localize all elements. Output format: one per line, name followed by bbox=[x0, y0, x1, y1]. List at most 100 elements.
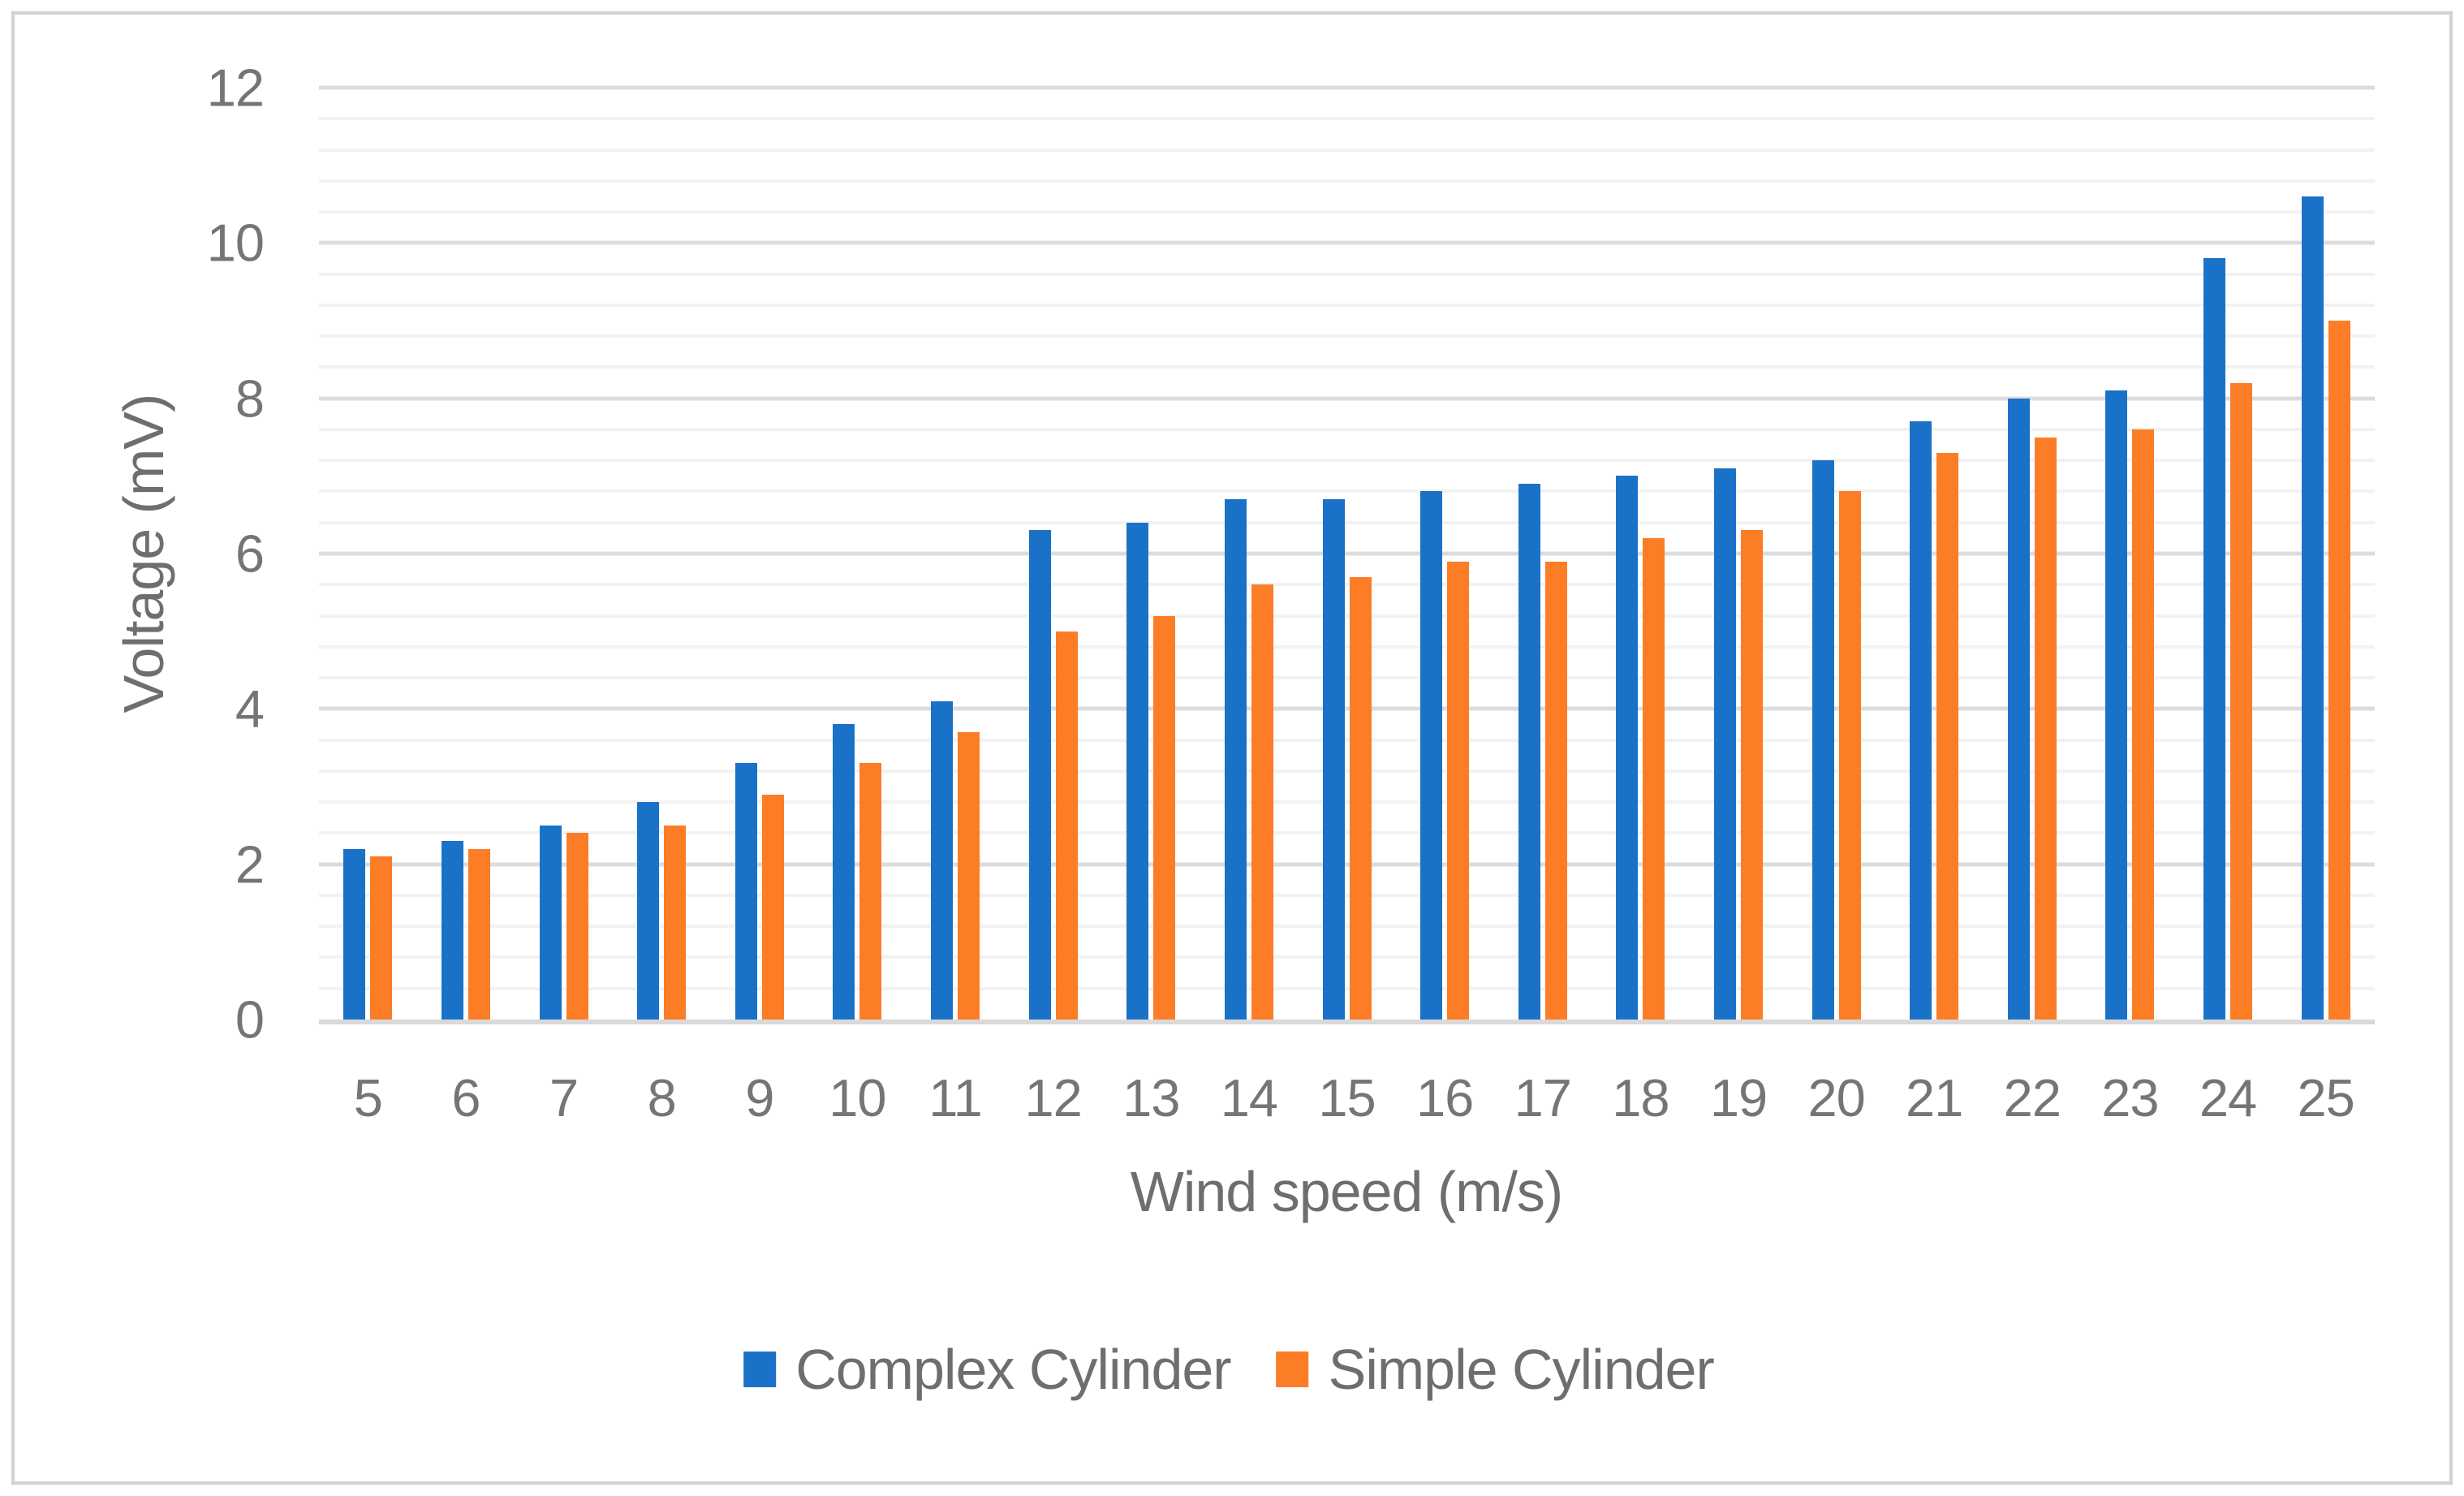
bar-simple-ws5 bbox=[370, 856, 393, 1020]
minor-gridline-9.6 bbox=[319, 272, 2375, 276]
major-gridline-8 bbox=[319, 396, 2375, 401]
bar-complex-ws5 bbox=[343, 848, 366, 1020]
bar-complex-ws11 bbox=[931, 701, 954, 1020]
bar-complex-ws20 bbox=[1811, 460, 1834, 1020]
minor-gridline-8.8 bbox=[319, 334, 2375, 338]
legend-label-simple-cylinder: Simple Cylinder bbox=[1328, 1338, 1715, 1401]
major-gridline-2 bbox=[319, 862, 2375, 867]
chart-border-frame bbox=[11, 11, 2453, 1485]
bar-complex-ws24 bbox=[2203, 258, 2226, 1020]
y-tick-label-2: 2 bbox=[235, 834, 265, 895]
x-tick-label-21: 21 bbox=[1906, 1068, 1963, 1127]
minor-gridline-1.2 bbox=[319, 925, 2375, 929]
minor-gridline-6.4 bbox=[319, 520, 2375, 524]
minor-gridline-6.8 bbox=[319, 489, 2375, 494]
bar-simple-ws6 bbox=[467, 848, 490, 1020]
major-gridline-12 bbox=[319, 85, 2375, 90]
bar-complex-ws14 bbox=[1224, 499, 1247, 1020]
x-tick-label-13: 13 bbox=[1122, 1068, 1180, 1127]
major-gridline-4 bbox=[319, 706, 2375, 711]
bar-simple-ws19 bbox=[1740, 530, 1763, 1020]
bar-simple-ws24 bbox=[2230, 382, 2253, 1020]
legend-item-simple-cylinder: Simple Cylinder bbox=[1276, 1338, 1715, 1401]
minor-gridline-10.8 bbox=[319, 179, 2375, 183]
bar-simple-ws22 bbox=[2034, 437, 2057, 1020]
x-tick-label-23: 23 bbox=[2101, 1068, 2159, 1127]
bar-complex-ws17 bbox=[1518, 483, 1540, 1020]
minor-gridline-5.6 bbox=[319, 583, 2375, 587]
major-gridline-6 bbox=[319, 551, 2375, 556]
y-tick-label-4: 4 bbox=[235, 679, 265, 739]
bar-complex-ws15 bbox=[1322, 499, 1345, 1020]
minor-gridline-0.8 bbox=[319, 955, 2375, 959]
x-tick-label-11: 11 bbox=[928, 1068, 982, 1127]
minor-gridline-7.2 bbox=[319, 459, 2375, 463]
x-tick-label-24: 24 bbox=[2199, 1068, 2257, 1127]
x-tick-label-6: 6 bbox=[451, 1068, 480, 1127]
legend-label-complex-cylinder: Complex Cylinder bbox=[795, 1338, 1231, 1401]
minor-gridline-11.2 bbox=[319, 148, 2375, 152]
minor-gridline-7.6 bbox=[319, 427, 2375, 431]
y-tick-label-12: 12 bbox=[206, 58, 265, 118]
x-tick-label-15: 15 bbox=[1318, 1068, 1376, 1127]
bar-complex-ws25 bbox=[2301, 196, 2324, 1020]
x-tick-label-16: 16 bbox=[1415, 1068, 1474, 1127]
legend: Complex Cylinder Simple Cylinder bbox=[743, 1338, 1715, 1401]
legend-item-complex-cylinder: Complex Cylinder bbox=[743, 1338, 1232, 1401]
major-gridline-10 bbox=[319, 240, 2375, 245]
bar-simple-ws8 bbox=[664, 825, 687, 1020]
bar-simple-ws25 bbox=[2328, 321, 2350, 1020]
y-tick-label-8: 8 bbox=[235, 369, 265, 429]
minor-gridline-9.2 bbox=[319, 303, 2375, 307]
bar-simple-ws7 bbox=[566, 833, 588, 1020]
x-tick-label-9: 9 bbox=[745, 1068, 774, 1127]
x-tick-label-12: 12 bbox=[1024, 1068, 1082, 1127]
x-tick-label-19: 19 bbox=[1709, 1068, 1768, 1127]
x-tick-label-25: 25 bbox=[2297, 1068, 2355, 1127]
bar-simple-ws12 bbox=[1055, 631, 1078, 1020]
minor-gridline-5.2 bbox=[319, 614, 2375, 618]
legend-marker-simple-cylinder bbox=[1276, 1352, 1309, 1387]
minor-gridline-4.8 bbox=[319, 645, 2375, 649]
x-tick-label-17: 17 bbox=[1514, 1068, 1572, 1127]
minor-gridline-11.6 bbox=[319, 117, 2375, 121]
bar-complex-ws13 bbox=[1126, 522, 1149, 1020]
bar-complex-ws16 bbox=[1420, 491, 1443, 1020]
bar-complex-ws23 bbox=[2105, 390, 2128, 1020]
bar-simple-ws11 bbox=[958, 732, 980, 1020]
bar-simple-ws23 bbox=[2132, 429, 2155, 1020]
y-tick-label-6: 6 bbox=[235, 524, 265, 584]
x-tick-label-18: 18 bbox=[1612, 1068, 1669, 1127]
minor-gridline-0.4 bbox=[319, 986, 2375, 990]
bar-complex-ws21 bbox=[1910, 421, 1932, 1020]
bar-complex-ws8 bbox=[637, 802, 660, 1020]
minor-gridline-10.4 bbox=[319, 210, 2375, 214]
minor-gridline-2.8 bbox=[319, 800, 2375, 804]
bar-simple-ws17 bbox=[1544, 561, 1567, 1020]
x-tick-label-7: 7 bbox=[549, 1068, 579, 1127]
minor-gridline-8.4 bbox=[319, 365, 2375, 369]
minor-gridline-3.6 bbox=[319, 738, 2375, 742]
x-axis-title: Wind speed (m/s) bbox=[1130, 1160, 1563, 1223]
bar-simple-ws18 bbox=[1643, 537, 1665, 1020]
bar-simple-ws21 bbox=[1936, 452, 1959, 1020]
bar-simple-ws9 bbox=[761, 794, 784, 1020]
bar-simple-ws14 bbox=[1251, 584, 1273, 1020]
bar-complex-ws12 bbox=[1028, 530, 1051, 1020]
bar-simple-ws20 bbox=[1838, 491, 1861, 1020]
minor-gridline-4.4 bbox=[319, 676, 2375, 680]
bar-complex-ws10 bbox=[833, 724, 855, 1020]
bar-complex-ws7 bbox=[539, 825, 562, 1020]
y-tick-label-10: 10 bbox=[206, 213, 265, 273]
x-tick-label-8: 8 bbox=[647, 1068, 677, 1127]
bar-complex-ws18 bbox=[1616, 476, 1639, 1020]
minor-gridline-2.4 bbox=[319, 831, 2375, 835]
x-tick-label-22: 22 bbox=[2003, 1068, 2061, 1127]
bar-complex-ws6 bbox=[441, 840, 463, 1020]
legend-marker-complex-cylinder bbox=[743, 1352, 777, 1387]
x-tick-label-20: 20 bbox=[1807, 1068, 1865, 1127]
bar-simple-ws15 bbox=[1349, 576, 1372, 1020]
bar-complex-ws19 bbox=[1713, 468, 1736, 1020]
x-tick-label-14: 14 bbox=[1220, 1068, 1278, 1127]
